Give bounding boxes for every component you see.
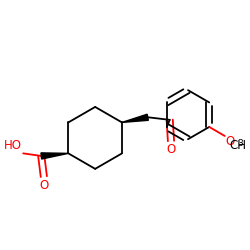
Text: O: O xyxy=(39,179,48,192)
Polygon shape xyxy=(122,114,148,122)
Text: O: O xyxy=(225,136,234,148)
Text: CH: CH xyxy=(229,139,246,152)
Text: O: O xyxy=(166,143,175,156)
Text: HO: HO xyxy=(4,139,22,152)
Polygon shape xyxy=(41,153,68,159)
Text: 3: 3 xyxy=(237,139,242,148)
